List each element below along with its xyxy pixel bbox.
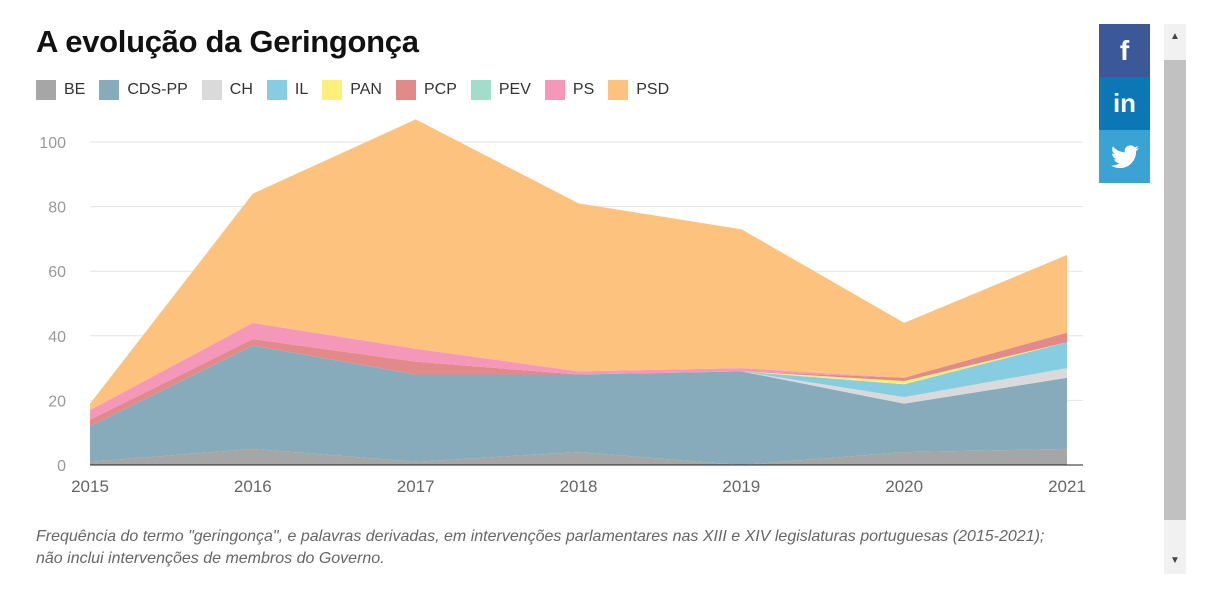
chart-caption: Frequência do termo "geringonça", e pala… [36,526,1146,570]
y-tick-label: 100 [39,135,66,152]
legend-label: PEV [498,81,531,98]
legend-item-psd[interactable]: PSD [608,80,669,100]
legend-item-ch[interactable]: CH [201,80,253,100]
facebook-icon: f [1119,34,1130,66]
vertical-scrollbar[interactable]: ▲ ▼ [1164,24,1186,574]
legend-swatch [201,80,222,100]
caption-line-1: Frequência do termo "geringonça", e pala… [36,528,1045,545]
legend-swatch [99,80,120,100]
y-tick-label: 20 [48,393,66,410]
legend-swatch [36,80,56,100]
x-tick-label: 2018 [560,477,598,496]
caption-line-2: não inclui intervenções de membros do Go… [36,550,385,567]
legend-item-il[interactable]: IL [266,80,309,100]
legend-swatch [266,80,287,100]
legend-item-pev[interactable]: PEV [470,80,531,100]
x-tick-label: 2020 [885,477,923,496]
legend-swatch [322,80,343,100]
legend-label: PSD [636,81,670,98]
x-tick-label: 2021 [1048,477,1086,496]
chart-title: A evolução da Geringonça [36,24,419,59]
legend-label: PS [572,81,595,98]
legend-item-cds-pp[interactable]: CDS-PP [99,80,188,100]
facebook-share-button[interactable]: f [1099,24,1150,77]
legend-item-ps[interactable]: PS [544,80,595,100]
y-tick-label: 0 [57,458,66,475]
scrollbar-thumb[interactable] [1164,60,1186,520]
scroll-up-arrow-icon[interactable]: ▲ [1170,30,1180,42]
legend-label: CDS-PP [127,81,188,98]
legend-item-be[interactable]: BE [36,80,85,100]
y-tick-label: 80 [48,200,66,217]
x-tick-label: 2015 [71,477,109,496]
area-series-be[interactable] [90,448,1067,465]
legend-swatch [395,80,416,100]
legend-swatch [608,80,629,100]
legend-label: PAN [350,81,382,98]
x-tick-label: 2016 [234,477,272,496]
area-series-pcp[interactable] [90,332,1067,427]
legend-item-pcp[interactable]: PCP [395,80,457,100]
legend-label: IL [294,81,309,98]
legend-label: CH [229,81,253,98]
y-tick-label: 60 [48,264,66,281]
twitter-share-button[interactable] [1099,130,1150,183]
legend-swatch [544,80,565,100]
area-series-ps[interactable] [90,322,1067,420]
area-series-il[interactable] [90,342,1067,427]
linkedin-share-button[interactable]: in [1099,77,1150,130]
legend-swatch [470,80,491,100]
linkedin-icon: in [1112,88,1137,118]
legend-label: BE [64,81,86,98]
area-series-cds-pp[interactable] [90,345,1067,465]
twitter-bird-icon [1110,144,1139,168]
y-tick-label: 40 [48,329,66,346]
area-chart: 0 20 40 60 80 100 2015 2016 2017 2018 2019 2020 2021 [39,119,1086,496]
legend-item-pan[interactable]: PAN [322,80,382,100]
scroll-down-arrow-icon[interactable]: ▼ [1170,554,1180,566]
area-series-psd[interactable] [90,119,1067,411]
x-tick-label: 2019 [722,477,760,496]
legend-label: PCP [423,81,457,98]
x-tick-label: 2017 [397,477,435,496]
chart-legend: BE CDS-PP CH IL PAN PCP PEV PS PSD [36,79,683,101]
